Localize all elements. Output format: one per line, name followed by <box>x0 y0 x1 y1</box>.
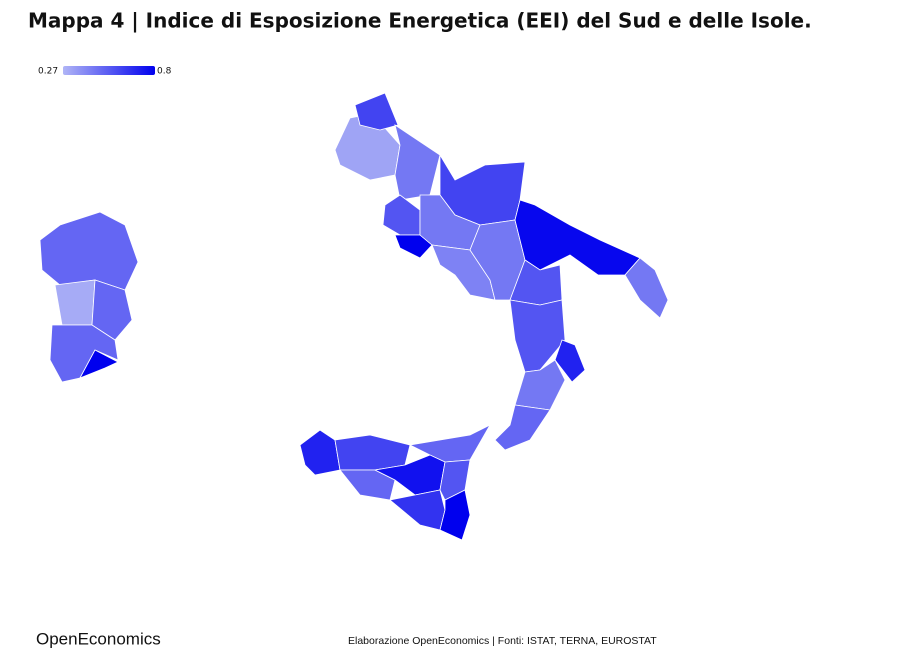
legend-gradient <box>63 66 155 75</box>
region <box>79 349 119 379</box>
legend-min-label: 0.27 <box>38 67 58 77</box>
region <box>514 199 641 276</box>
region <box>494 404 551 451</box>
region <box>509 299 566 373</box>
source-note: Elaborazione OpenEconomics | Fonti: ISTA… <box>348 635 657 647</box>
region <box>54 279 96 326</box>
region <box>39 211 139 291</box>
chart-title: Mappa 4 | Indice di Esposizione Energeti… <box>28 9 812 33</box>
region <box>554 339 586 383</box>
region <box>439 489 471 541</box>
region <box>389 489 446 531</box>
region <box>91 279 133 341</box>
region <box>394 124 441 201</box>
region <box>624 257 669 319</box>
region <box>394 234 433 259</box>
region <box>354 92 399 131</box>
regions <box>39 92 669 541</box>
region <box>382 194 421 236</box>
legend-max-label: 0.8 <box>157 67 172 77</box>
region <box>339 469 396 501</box>
region <box>334 434 411 471</box>
brand: OpenEconomics <box>36 629 161 648</box>
region <box>299 429 341 476</box>
region <box>408 424 492 463</box>
